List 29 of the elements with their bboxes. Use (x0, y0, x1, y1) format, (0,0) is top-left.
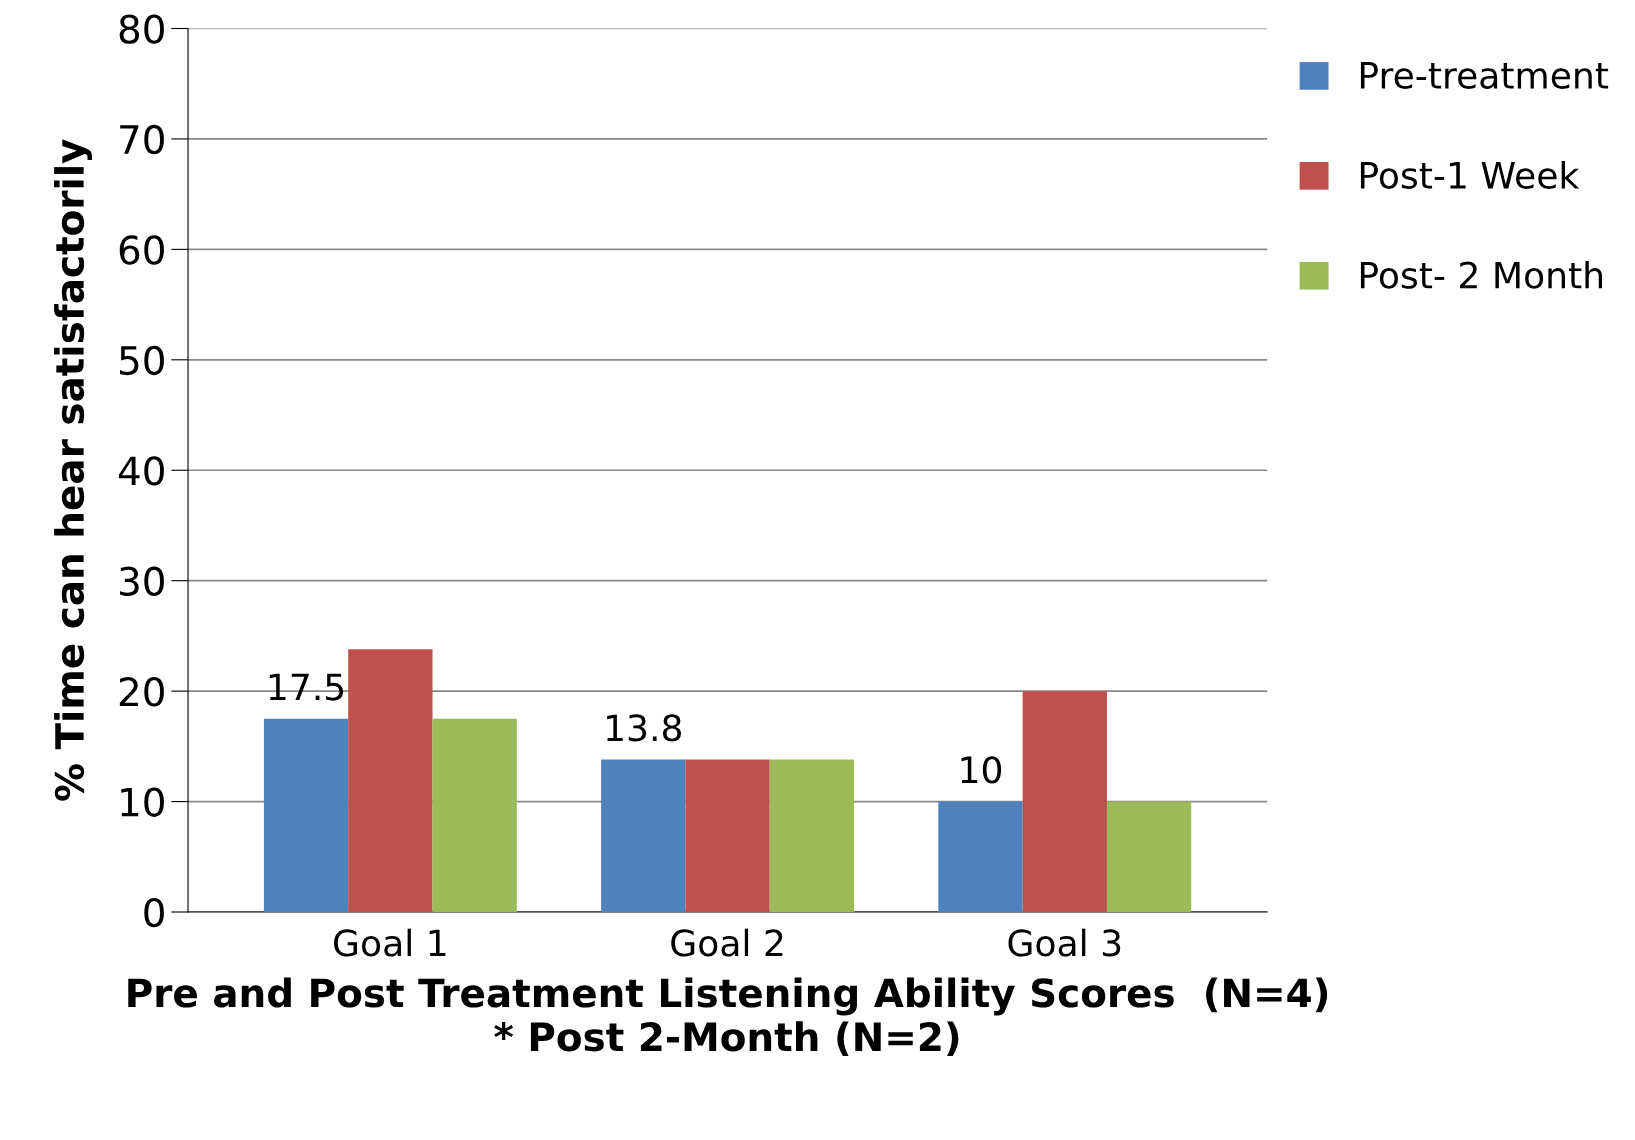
bar (432, 718, 517, 912)
legend-label: Post- 2 Month (1360, 260, 1603, 289)
bar (601, 759, 686, 912)
y-tick-label: 40 (118, 456, 164, 486)
x-tick-label: Goal 3 (1008, 928, 1121, 957)
y-axis-title: % Time can hear satisfactorily (54, 139, 93, 801)
x-tick-label: Goal 1 (334, 928, 446, 957)
legend-label: Pre-treatment (1360, 62, 1609, 89)
y-tick-label: 10 (121, 787, 164, 817)
bar (1106, 801, 1192, 912)
y-tick-label: 30 (119, 566, 164, 597)
data-label: 13.8 (607, 714, 681, 742)
x-axis-title: Pre and Post Treatment Listening Ability Scores (N=4) * Post 2-Month (N=2) (128, 977, 1328, 1057)
bar (263, 718, 349, 912)
y-tick-label: 70 (120, 124, 164, 155)
data-label: 17.5 (269, 673, 344, 701)
bar (348, 649, 433, 912)
x-tick-label: Goal 2 (671, 928, 783, 957)
y-tick-label: 80 (119, 14, 164, 44)
y-tick-label: 50 (120, 345, 164, 376)
data-label: 10 (961, 756, 1002, 784)
bar (685, 759, 770, 912)
legend-label: Post-1 Week (1360, 160, 1580, 189)
y-tick-label: 0 (144, 897, 164, 928)
y-tick-label: 60 (119, 235, 164, 265)
bar (938, 801, 1023, 912)
bar (769, 759, 855, 912)
bar (1022, 691, 1107, 912)
y-tick-label: 20 (119, 677, 164, 707)
